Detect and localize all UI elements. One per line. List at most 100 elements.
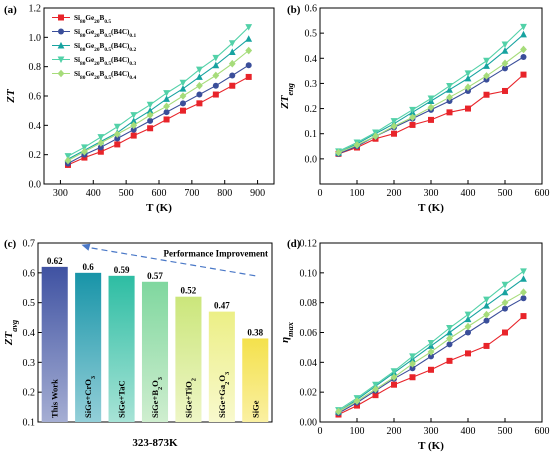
chart-c-zt-avg: 0.1 0.2 0.3 0.4 0.5 0.6 0.7 ZTavg 323-873K 0.62 Th… [3,239,273,449]
legend-swatch-marker [57,69,65,78]
data-point-s3-8 [483,57,490,65]
x-tick-label: 700 [184,188,199,199]
data-point-s4-1 [353,397,361,405]
bar-category-label: SiGe+TiO2 [183,378,197,418]
y-tick-label: 0.1 [305,129,318,140]
data-point-s0-6 [446,109,453,116]
data-point-s0-9 [502,87,508,94]
x-axis-label: T (K) [146,202,172,214]
y-tick-label: 0.6 [305,4,318,15]
performance-arrow-shaft [87,246,256,277]
y-tick-label: 0.02 [300,388,318,399]
data-point-s0-7 [465,350,471,357]
x-tick-label: 500 [119,188,134,199]
x-tick-label: 0 [318,426,323,437]
data-point-s3-7 [464,70,472,77]
bar-value-label: 0.6 [83,262,95,272]
x-tick-label: 300 [424,426,439,437]
data-point-s3-10 [520,23,527,31]
series-line-3 [338,26,524,152]
panel-c-label: (c) [4,238,17,250]
data-point-s4-0 [335,407,342,416]
data-point-s0-5 [147,125,154,132]
y-tick-label: 0.06 [300,328,318,339]
x-tick-label: 100 [350,426,365,437]
bar-value-label: 0.47 [214,301,230,311]
y-tick-label: 0.5 [305,29,318,40]
data-point-s3-9 [501,41,509,49]
data-point-s2-11 [245,35,253,42]
data-point-s1-8 [196,91,203,98]
data-point-s1-10 [520,54,527,61]
data-point-s3-7 [179,79,187,87]
y-tick-label: 0.4 [29,121,42,132]
data-point-s3-4 [409,353,416,360]
data-point-s0-7 [179,107,186,114]
data-point-s4-3 [390,122,398,130]
x-tick-label: 0 [318,188,323,199]
bar-0 [41,266,68,422]
bar-category-label: SiGe [250,400,260,418]
x-tick-label: 300 [424,188,439,199]
series-line-0 [338,74,524,155]
data-point-s0-3 [114,141,121,148]
data-point-s4-9 [212,71,220,80]
data-point-s1-9 [502,65,508,72]
x-axis-label: T (K) [418,202,444,214]
data-point-s0-11 [245,73,252,80]
x-tick-label: 900 [250,188,265,199]
data-point-s1-9 [212,82,219,89]
data-point-s3-11 [245,24,253,31]
legend-item-3: Si80Ge20B0.5(B4C)0.3 [52,56,136,67]
data-point-s4-2 [372,385,379,393]
bar-category-label: SiGe+TaC [117,380,127,418]
data-point-s3-8 [483,296,490,304]
legend-label: Si80Ge20B0.5 [74,14,111,25]
x-tick-label: 600 [535,188,550,199]
x-axis-label: T (K) [418,440,444,452]
y-tick-label: 1.2 [29,4,42,15]
y-tick-label: 0.2 [29,150,42,161]
legend-item-0: Si80Ge20B0.5 [52,14,111,25]
data-point-s4-10 [520,45,527,54]
data-point-s1-11 [245,62,252,69]
data-point-s4-5 [427,348,435,356]
data-point-s1-6 [446,341,453,348]
data-point-s0-9 [212,91,219,98]
data-point-s4-3 [390,373,398,382]
y-tick-label: 0.10 [300,268,318,279]
data-point-s3-5 [427,95,435,103]
y-tick-label: 0.00 [300,418,318,429]
data-point-s4-8 [196,81,203,90]
data-point-s4-10 [228,59,236,68]
legend-item-1: Si80Ge20B0.5(B4C)0.1 [52,28,136,39]
data-point-s4-8 [483,72,490,80]
data-point-s2-9 [212,61,220,69]
bar-value-label: 0.59 [114,265,130,275]
y-tick-label: 0.2 [23,388,36,399]
data-point-s4-8 [483,310,490,319]
data-point-s0-6 [163,116,170,123]
y-tick-label: 1.0 [29,33,42,44]
data-point-s2-7 [464,315,472,323]
y-tick-label: 0.2 [305,104,318,115]
legend-swatch-marker [58,28,64,35]
panel-a-label: (a) [4,4,17,16]
data-point-s2-6 [163,95,170,102]
x-axis-label: 323-873K [132,437,178,449]
data-point-s4-3 [113,130,121,138]
data-point-s1-4 [409,365,416,372]
data-point-s1-5 [428,353,434,360]
data-point-s2-9 [501,47,509,54]
legend-swatch-marker [58,14,64,21]
data-point-s3-0 [64,153,72,160]
bar-1 [75,272,102,422]
y-tick-label: 0.4 [23,328,36,339]
data-point-s1-2 [97,144,104,151]
legend-item-2: Si80Ge20B0.5(B4C)0.2 [52,41,136,53]
y-tick-label: 0.6 [23,268,36,279]
data-point-s3-5 [427,339,435,347]
x-tick-label: 200 [387,426,402,437]
data-point-s0-6 [446,357,453,364]
x-tick-label: 800 [217,188,232,199]
